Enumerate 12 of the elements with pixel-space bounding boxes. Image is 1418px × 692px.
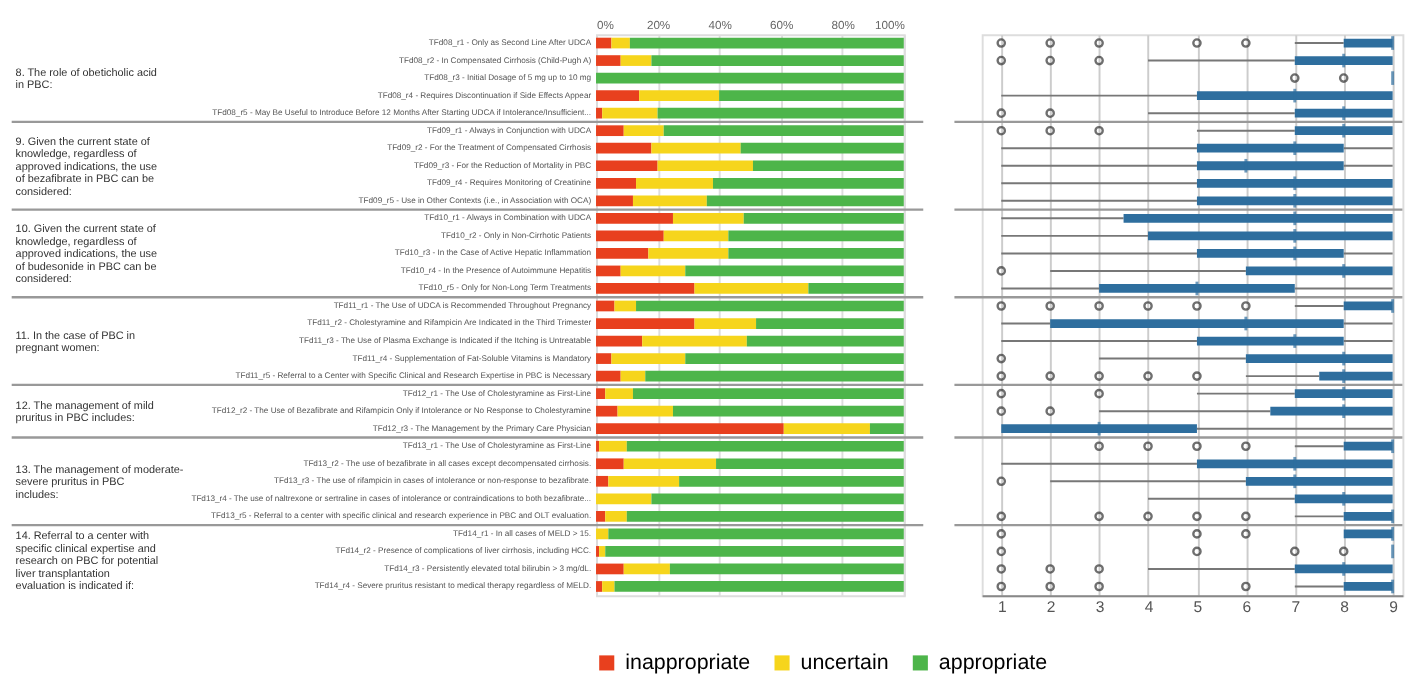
x-tick-label: 4	[1144, 597, 1155, 616]
x-tick-label: 6	[1242, 597, 1252, 616]
legend-label: uncertain	[800, 650, 889, 675]
legend-label: inappropriate	[625, 650, 751, 675]
x-tick-label: 9	[1389, 597, 1398, 616]
x-tick-label: 7	[1291, 597, 1301, 616]
x-tick-label: 5	[1193, 597, 1203, 616]
x-tick-label: 3	[1095, 597, 1105, 616]
x-tick-label: 1	[997, 597, 1007, 616]
x-tick-label: 8	[1340, 597, 1350, 616]
legend-label: appropriate	[938, 650, 1048, 675]
x-tick-label: 2	[1046, 597, 1056, 616]
